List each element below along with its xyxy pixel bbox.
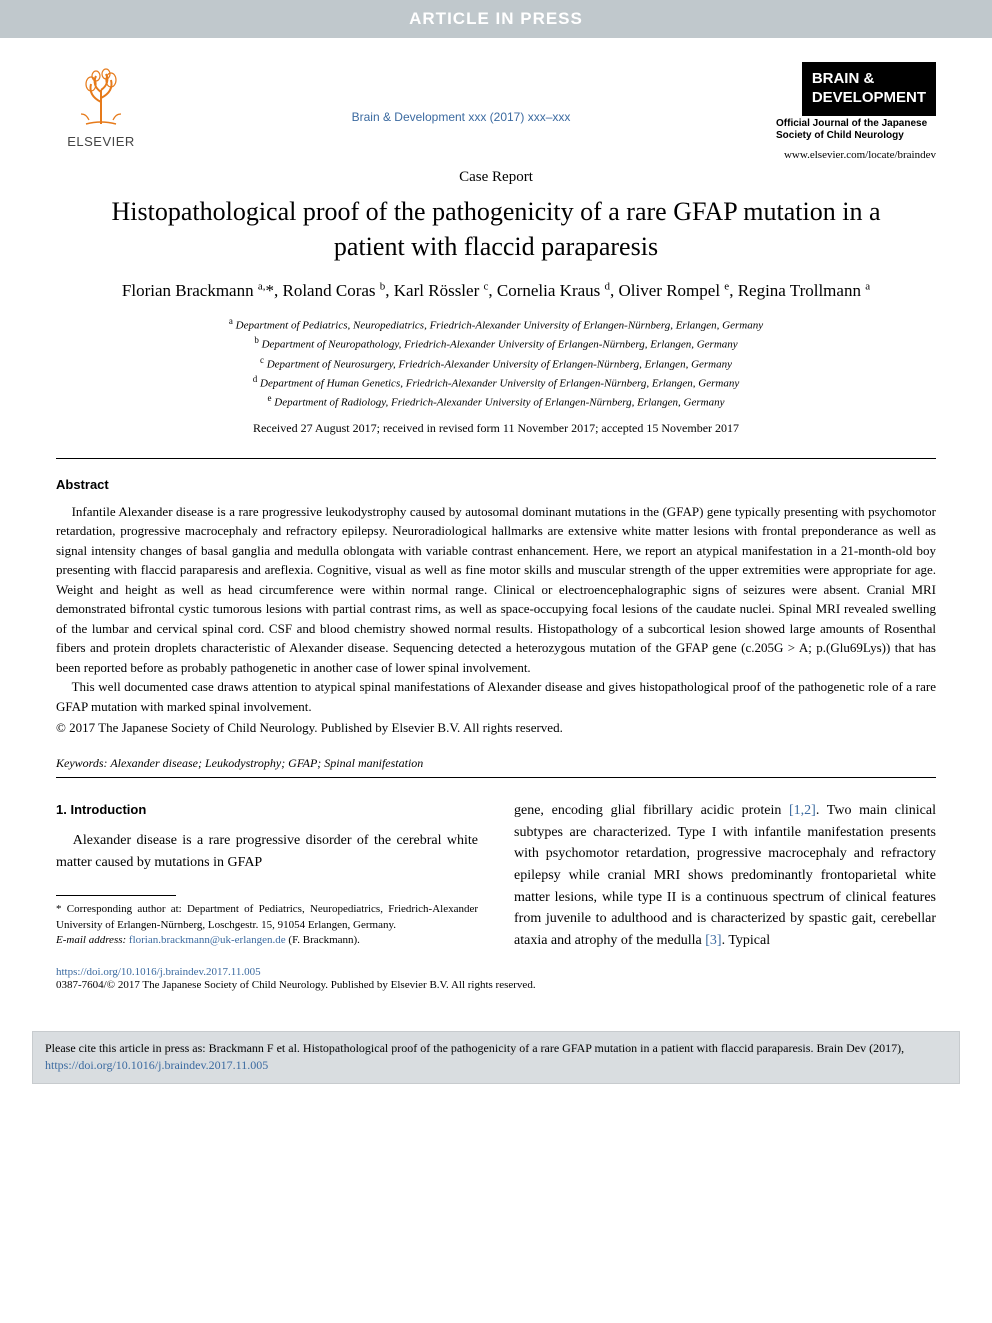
rule-above-abstract <box>56 458 936 459</box>
abstract-paragraph-2: This well documented case draws attentio… <box>56 677 936 716</box>
keywords-values: Alexander disease; Leukodystrophy; GFAP;… <box>108 756 424 770</box>
citation-doi[interactable]: https://doi.org/10.1016/j.braindev.2017.… <box>45 1058 268 1072</box>
author-email[interactable]: florian.brackmann@uk-erlangen.de <box>126 934 288 946</box>
affiliation-line: a Department of Pediatrics, Neuropediatr… <box>56 315 936 334</box>
citation-3[interactable]: [3] <box>705 933 721 948</box>
elsevier-tree-icon <box>71 62 131 132</box>
masthead-row: ELSEVIER Brain & Development xxx (2017) … <box>56 62 936 161</box>
citation-text: Please cite this article in press as: Br… <box>45 1041 904 1055</box>
journal-url[interactable]: www.elsevier.com/locate/braindev <box>776 149 936 161</box>
column-left: 1. Introduction Alexander disease is a r… <box>56 800 478 952</box>
corresponding-author-footnote: * Corresponding author at: Department of… <box>56 902 478 933</box>
journal-box: BRAIN & DEVELOPMENT Official Journal of … <box>776 62 936 161</box>
citation-1-2[interactable]: [1,2] <box>789 803 816 818</box>
article-type: Case Report <box>56 169 936 186</box>
journal-reference: Brain & Development xxx (2017) xxx–xxx <box>146 110 776 124</box>
keywords-line: Keywords: Alexander disease; Leukodystro… <box>56 756 936 771</box>
journal-badge: BRAIN & DEVELOPMENT <box>802 62 936 116</box>
affiliation-line: e Department of Radiology, Friedrich-Ale… <box>56 392 936 411</box>
doi-link[interactable]: https://doi.org/10.1016/j.braindev.2017.… <box>56 966 936 978</box>
affiliation-line: c Department of Neurosurgery, Friedrich-… <box>56 354 936 373</box>
article-title: Histopathological proof of the pathogeni… <box>86 194 906 264</box>
intro-text-a: gene, encoding glial fibrillary acidic p… <box>514 803 789 818</box>
email-label: E-mail address: <box>56 934 126 946</box>
article-in-press-banner: ARTICLE IN PRESS <box>0 0 992 38</box>
rule-below-keywords <box>56 777 936 778</box>
email-author-name: (F. Brackmann). <box>288 934 360 946</box>
journal-badge-line2: DEVELOPMENT <box>812 89 926 106</box>
intro-paragraph-left: Alexander disease is a rare progressive … <box>56 830 478 873</box>
affiliation-line: d Department of Human Genetics, Friedric… <box>56 373 936 392</box>
publisher-logo: ELSEVIER <box>56 62 146 149</box>
column-right: gene, encoding glial fibrillary acidic p… <box>514 800 936 952</box>
issn-copyright: 0387-7604/© 2017 The Japanese Society of… <box>56 979 936 991</box>
body-columns: 1. Introduction Alexander disease is a r… <box>56 800 936 952</box>
footnote-separator <box>56 895 176 896</box>
keywords-label: Keywords: <box>56 756 108 770</box>
journal-badge-line1: BRAIN & <box>812 70 875 87</box>
history-dates: Received 27 August 2017; received in rev… <box>56 421 936 436</box>
abstract-body: Infantile Alexander disease is a rare pr… <box>56 502 936 717</box>
authors-line: Florian Brackmann a,*, Roland Coras b, K… <box>56 278 936 304</box>
intro-text-c: . Typical <box>722 933 771 948</box>
intro-text-b: . Two main clinical subtypes are charact… <box>514 803 936 948</box>
citation-box: Please cite this article in press as: Br… <box>32 1031 960 1084</box>
page-content: ELSEVIER Brain & Development xxx (2017) … <box>0 38 992 1011</box>
publisher-name: ELSEVIER <box>67 134 135 149</box>
journal-subtitle: Official Journal of the Japanese Society… <box>776 118 936 143</box>
affiliations: a Department of Pediatrics, Neuropediatr… <box>56 315 936 411</box>
abstract-paragraph-1: Infantile Alexander disease is a rare pr… <box>56 502 936 678</box>
section-1-heading: 1. Introduction <box>56 800 478 820</box>
abstract-copyright: © 2017 The Japanese Society of Child Neu… <box>56 718 936 738</box>
email-footnote: E-mail address: florian.brackmann@uk-erl… <box>56 933 478 948</box>
affiliation-line: b Department of Neuropathology, Friedric… <box>56 334 936 353</box>
abstract-heading: Abstract <box>56 477 936 492</box>
intro-paragraph-right: gene, encoding glial fibrillary acidic p… <box>514 800 936 952</box>
